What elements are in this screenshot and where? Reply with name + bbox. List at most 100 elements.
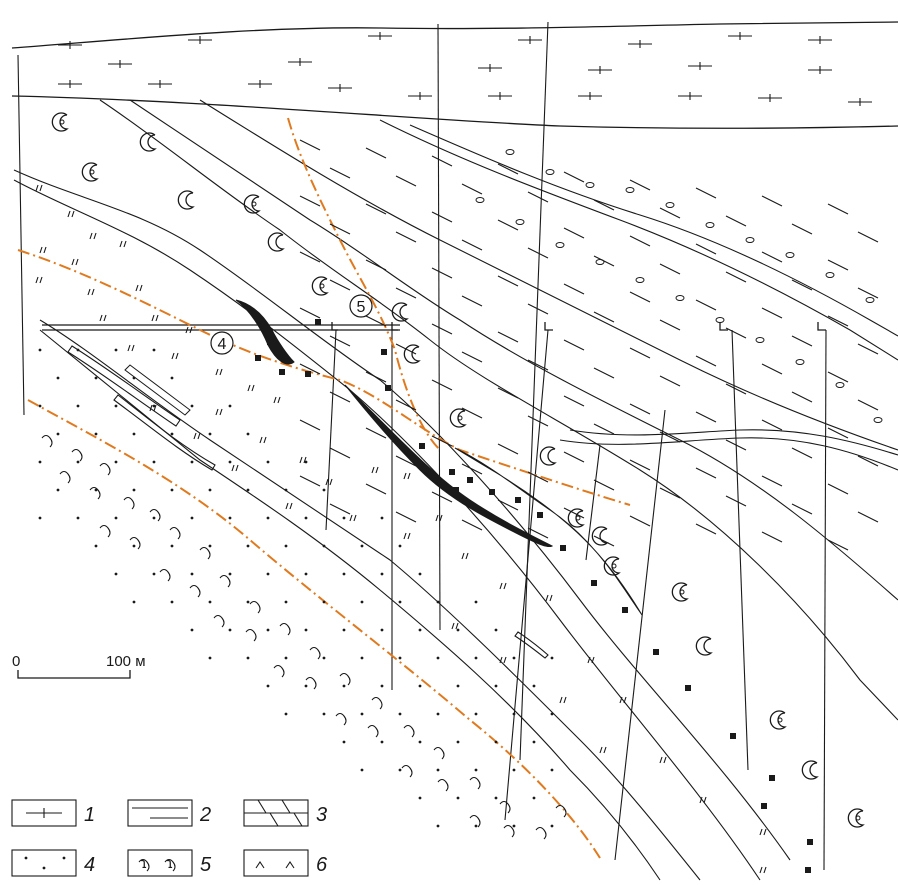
shale-dash: [629, 291, 651, 303]
fossil-icon: [319, 283, 325, 289]
tick-mark: [545, 594, 549, 602]
dot: [322, 712, 326, 716]
shale-dash: [365, 427, 387, 439]
dot: [398, 656, 402, 660]
wave-mark: [335, 712, 347, 726]
shale-dash: [299, 139, 321, 151]
tick-mark: [39, 276, 43, 284]
shale-dash: [461, 463, 483, 475]
shale-dash: [659, 319, 681, 331]
svg-text:4: 4: [218, 336, 227, 353]
dot: [284, 712, 288, 716]
dot: [266, 516, 270, 520]
dot: [342, 740, 346, 744]
dot: [56, 488, 60, 492]
dot: [456, 628, 460, 632]
dot: [512, 824, 516, 828]
tick-mark: [215, 408, 219, 416]
shale-dash: [761, 363, 783, 375]
fossil-icon: [267, 232, 285, 252]
tick-mark: [619, 696, 623, 704]
dot: [304, 684, 308, 688]
shale-dash: [365, 371, 387, 383]
fossil-symbols: [51, 112, 865, 828]
shale-dash: [629, 403, 651, 415]
tick-mark: [189, 326, 193, 334]
dot: [266, 460, 270, 464]
dot: [284, 600, 288, 604]
dot: [38, 516, 42, 520]
shale-dash: [695, 411, 717, 423]
dot: [342, 684, 346, 688]
dot: [342, 628, 346, 632]
fossil-icon: [457, 415, 463, 421]
tick-mark: [259, 436, 263, 444]
tick-mark: [403, 532, 407, 540]
dot: [512, 656, 516, 660]
shale-dash: [725, 383, 747, 395]
dot: [360, 768, 364, 772]
ore-point: [807, 839, 813, 845]
dot: [152, 348, 156, 352]
tick-mark: [659, 756, 663, 764]
shale-dash: [827, 483, 849, 495]
wave-mark: [41, 434, 53, 448]
ore-point: [730, 733, 736, 739]
shale-dash: [299, 251, 321, 263]
shale-dash: [659, 375, 681, 387]
shale-dash: [857, 343, 879, 355]
tick-mark: [663, 756, 667, 764]
dot: [360, 656, 364, 660]
shale-dash: [461, 407, 483, 419]
dot: [418, 796, 422, 800]
dot: [532, 740, 536, 744]
tick-mark: [407, 532, 411, 540]
zone-label-4: 4: [210, 331, 234, 355]
shale-dash: [527, 415, 549, 427]
shale-dash: [791, 447, 813, 459]
tick-mark: [71, 258, 75, 266]
circle-marker: [515, 219, 525, 225]
dot: [170, 432, 174, 436]
ore-point: [267, 339, 273, 345]
ore-point: [255, 355, 261, 361]
shale-dash: [725, 327, 747, 339]
tick-mark: [451, 622, 455, 630]
legend-item-2: 2: [127, 799, 211, 827]
dot: [284, 544, 288, 548]
shale-dash: [857, 399, 879, 411]
dot: [322, 544, 326, 548]
tick-mark: [175, 352, 179, 360]
legend-item-1: 1: [11, 799, 95, 827]
shale-dash: [827, 315, 849, 327]
wave-mark: [469, 814, 481, 828]
fossil-icon: [777, 717, 783, 723]
dot: [208, 656, 212, 660]
shale-dash: [629, 179, 651, 191]
tick-mark: [99, 314, 103, 322]
ore-point: [805, 867, 811, 873]
fossil-icon: [591, 526, 609, 546]
dot: [304, 628, 308, 632]
tick-mark: [277, 396, 281, 404]
dot: [246, 488, 250, 492]
tick-mark: [89, 232, 93, 240]
dot: [342, 516, 346, 520]
svg-text:3: 3: [316, 804, 327, 826]
wave-mark: [219, 574, 231, 588]
shale-dash: [629, 515, 651, 527]
shale-dash: [365, 315, 387, 327]
circle-marker: [625, 187, 635, 193]
shale-dash: [593, 367, 615, 379]
shale-dash: [299, 307, 321, 319]
fossil-icon: [695, 636, 713, 656]
tick-mark: [439, 514, 443, 522]
dot: [56, 376, 60, 380]
tick-mark: [273, 396, 277, 404]
fossil-icon: [177, 190, 195, 210]
shale-dash: [791, 223, 813, 235]
circle-marker: [545, 169, 555, 175]
shale-dash: [791, 335, 813, 347]
tick-mark: [563, 696, 567, 704]
tick-mark: [155, 314, 159, 322]
